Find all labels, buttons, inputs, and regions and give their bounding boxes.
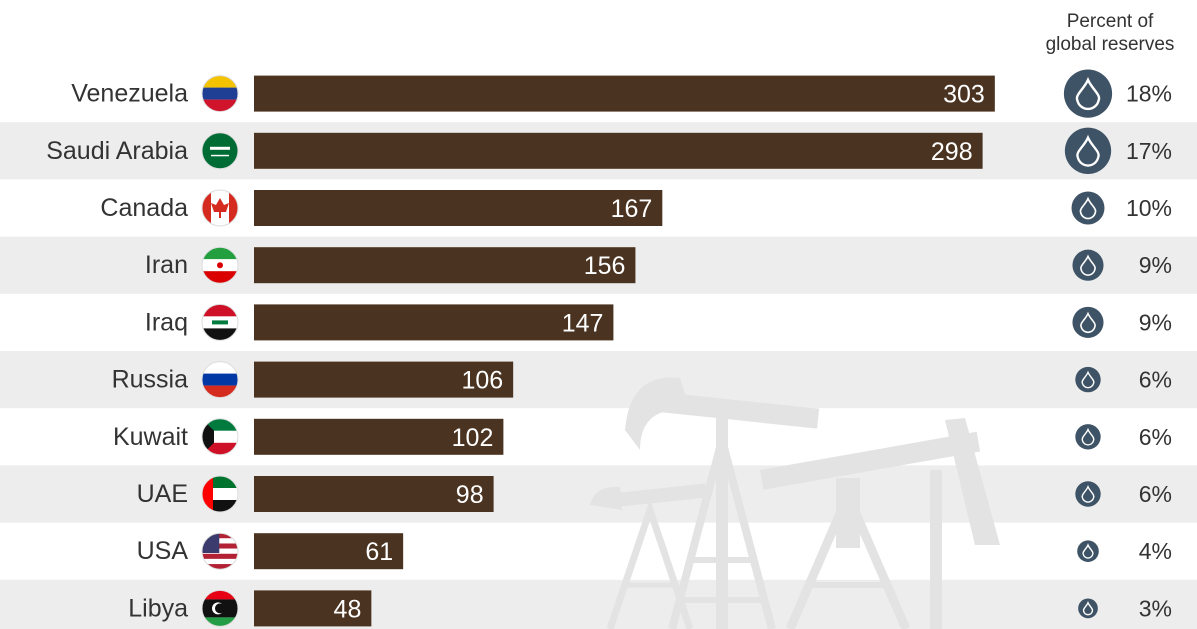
canada-flag-icon (202, 190, 238, 226)
percent-header-line2: global reserves (1046, 34, 1175, 55)
country-labels: Venezuela Saudi Arabia Canada Iran Iraq Russi… (46, 80, 188, 623)
bar-value-label: 102 (452, 424, 494, 452)
percent-label: 17% (1126, 138, 1172, 164)
bar (254, 533, 404, 570)
oil-rig-background-icon (590, 377, 1000, 629)
percent-header-line1: Percent of (1067, 11, 1154, 32)
oil-drop-icon (1072, 249, 1104, 281)
oil-drop-icon (1075, 366, 1101, 393)
oil-drop-icon (1063, 69, 1113, 118)
percent-label: 6% (1139, 367, 1172, 393)
country-label: Iran (145, 251, 188, 279)
bar-value-labels: 303 298 167 156 147 106 102 98 61 48 (334, 81, 985, 624)
country-label: Russia (112, 366, 189, 394)
kuwait-flag-icon (202, 418, 238, 455)
bar-value-label: 303 (943, 81, 985, 109)
iran-flag-icon (202, 247, 238, 284)
bar-value-label: 147 (562, 309, 604, 337)
oil-drop-icon (1078, 598, 1098, 619)
country-label: Iraq (145, 308, 188, 336)
oil-drop-icon (1075, 424, 1101, 450)
oil-drop-icon (1071, 191, 1105, 225)
bar (254, 75, 995, 112)
oil-drop-icon (1064, 127, 1112, 174)
bar-value-label: 61 (365, 538, 393, 566)
country-label: USA (137, 537, 189, 565)
bar (254, 476, 494, 512)
bar (254, 247, 636, 284)
bar-value-label: 48 (334, 595, 362, 623)
country-label: Canada (100, 194, 188, 222)
country-label: Kuwait (113, 423, 188, 451)
saudi-arabia-flag-icon (202, 132, 238, 169)
percent-label: 9% (1139, 252, 1172, 278)
libya-flag-icon (202, 590, 238, 627)
uae-flag-icon (202, 476, 238, 512)
country-label: UAE (137, 480, 188, 508)
percent-label: 6% (1139, 424, 1172, 450)
oil-drop-icon (1077, 540, 1099, 562)
oil-drop-icon (1075, 481, 1101, 507)
bar (254, 418, 504, 455)
bar-value-label: 298 (931, 138, 973, 166)
bar-value-label: 106 (461, 367, 503, 395)
oil-drop-icon (1072, 306, 1104, 338)
percent-label: 3% (1139, 595, 1172, 621)
bar (254, 304, 614, 341)
bar (254, 361, 514, 398)
percent-label: 6% (1139, 481, 1172, 507)
bars (254, 75, 995, 627)
venezuela-flag-icon (202, 75, 238, 112)
bar-value-label: 156 (584, 252, 626, 280)
percent-label: 4% (1139, 538, 1172, 564)
bar-value-label: 167 (611, 195, 653, 223)
russia-flag-icon (202, 361, 238, 398)
percent-label: 18% (1126, 81, 1172, 107)
country-label: Venezuela (71, 80, 188, 108)
bar (254, 590, 372, 627)
bar (254, 190, 663, 226)
iraq-flag-icon (202, 304, 238, 341)
reserve-drop-markers (1063, 69, 1113, 619)
bar-value-label: 98 (456, 481, 484, 509)
percent-labels: 18% 17% 10% 9% 9% 6% 6% 6% 4% 3% (1126, 81, 1172, 622)
country-label: Libya (128, 594, 188, 622)
bar (254, 132, 983, 169)
percent-label: 9% (1139, 309, 1172, 335)
row-band (0, 579, 1197, 629)
country-label: Saudi Arabia (46, 137, 188, 165)
percent-label: 10% (1126, 195, 1172, 221)
row-band (0, 351, 1197, 409)
